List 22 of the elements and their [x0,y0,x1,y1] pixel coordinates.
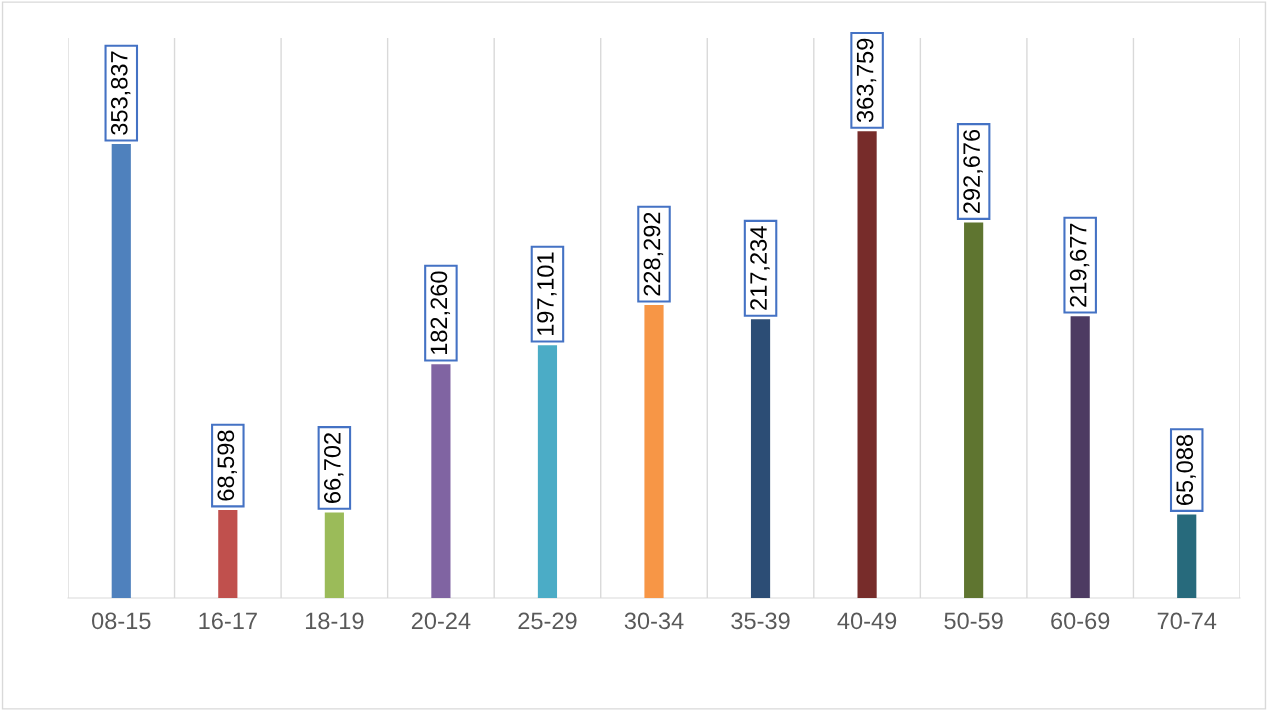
data-label: 363,759 [856,38,877,123]
data-label: 217,234 [750,226,770,310]
x-tick-label: 35-39 [731,612,790,630]
x-tick-label: 40-49 [837,612,897,630]
data-label: 353,837 [110,51,131,135]
x-tick-label: 08-15 [92,612,151,630]
x-tick-label: 50-59 [944,612,1003,630]
x-tick-label: 16-17 [199,612,257,630]
x-tick-label: 25-29 [518,612,577,630]
x-tick-label: 18-19 [305,612,364,630]
data-label: 228,292 [643,212,664,296]
data-label: 68,598 [217,430,237,501]
data-label: 65,088 [1176,434,1196,505]
data-label: 219,677 [1069,223,1090,307]
data-label: 66,702 [323,433,344,503]
x-tick-label: 60-69 [1051,612,1110,630]
data-label: 197,101 [537,252,557,336]
data-label: 292,676 [963,129,983,213]
x-tick-label: 20-24 [411,612,471,630]
x-tick-label: 30-34 [624,612,684,630]
data-label: 182,260 [430,271,451,355]
x-tick-label: 70-74 [1157,612,1217,630]
